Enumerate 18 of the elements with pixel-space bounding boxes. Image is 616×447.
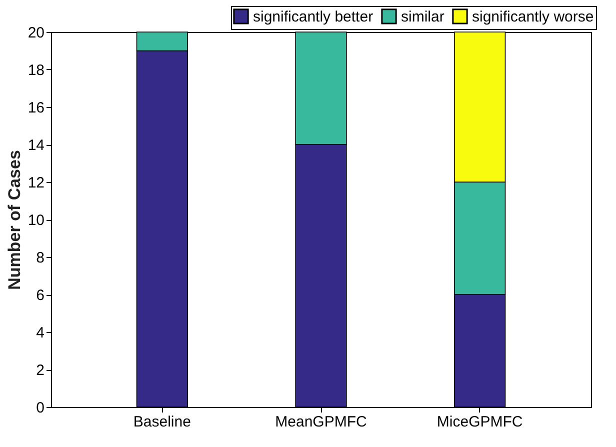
- y-tick-label: 14: [28, 137, 44, 154]
- y-tick-label: 18: [28, 62, 44, 79]
- legend-label: significantly better: [253, 8, 374, 26]
- y-tick-label: 6: [36, 287, 44, 304]
- y-tick-label: 10: [28, 212, 44, 229]
- legend-label: similar: [401, 8, 444, 26]
- y-tick-label: 12: [28, 174, 44, 192]
- y-tick-label: 20: [28, 24, 44, 42]
- y-tick-label: 2: [36, 362, 44, 379]
- y-tick-label: 16: [28, 100, 44, 116]
- y-tick-label: 8: [36, 250, 44, 266]
- x-tick-label: Baseline: [133, 414, 191, 430]
- y-axis-title: Number of Cases: [4, 150, 24, 290]
- x-tick-label: MeanGPMFC: [275, 414, 368, 430]
- y-tick-label: 0: [36, 400, 44, 416]
- legend-label: significantly worse: [472, 8, 594, 26]
- x-tick-label: MiceGPMFC: [436, 414, 523, 430]
- y-tick-label: 4: [36, 324, 44, 342]
